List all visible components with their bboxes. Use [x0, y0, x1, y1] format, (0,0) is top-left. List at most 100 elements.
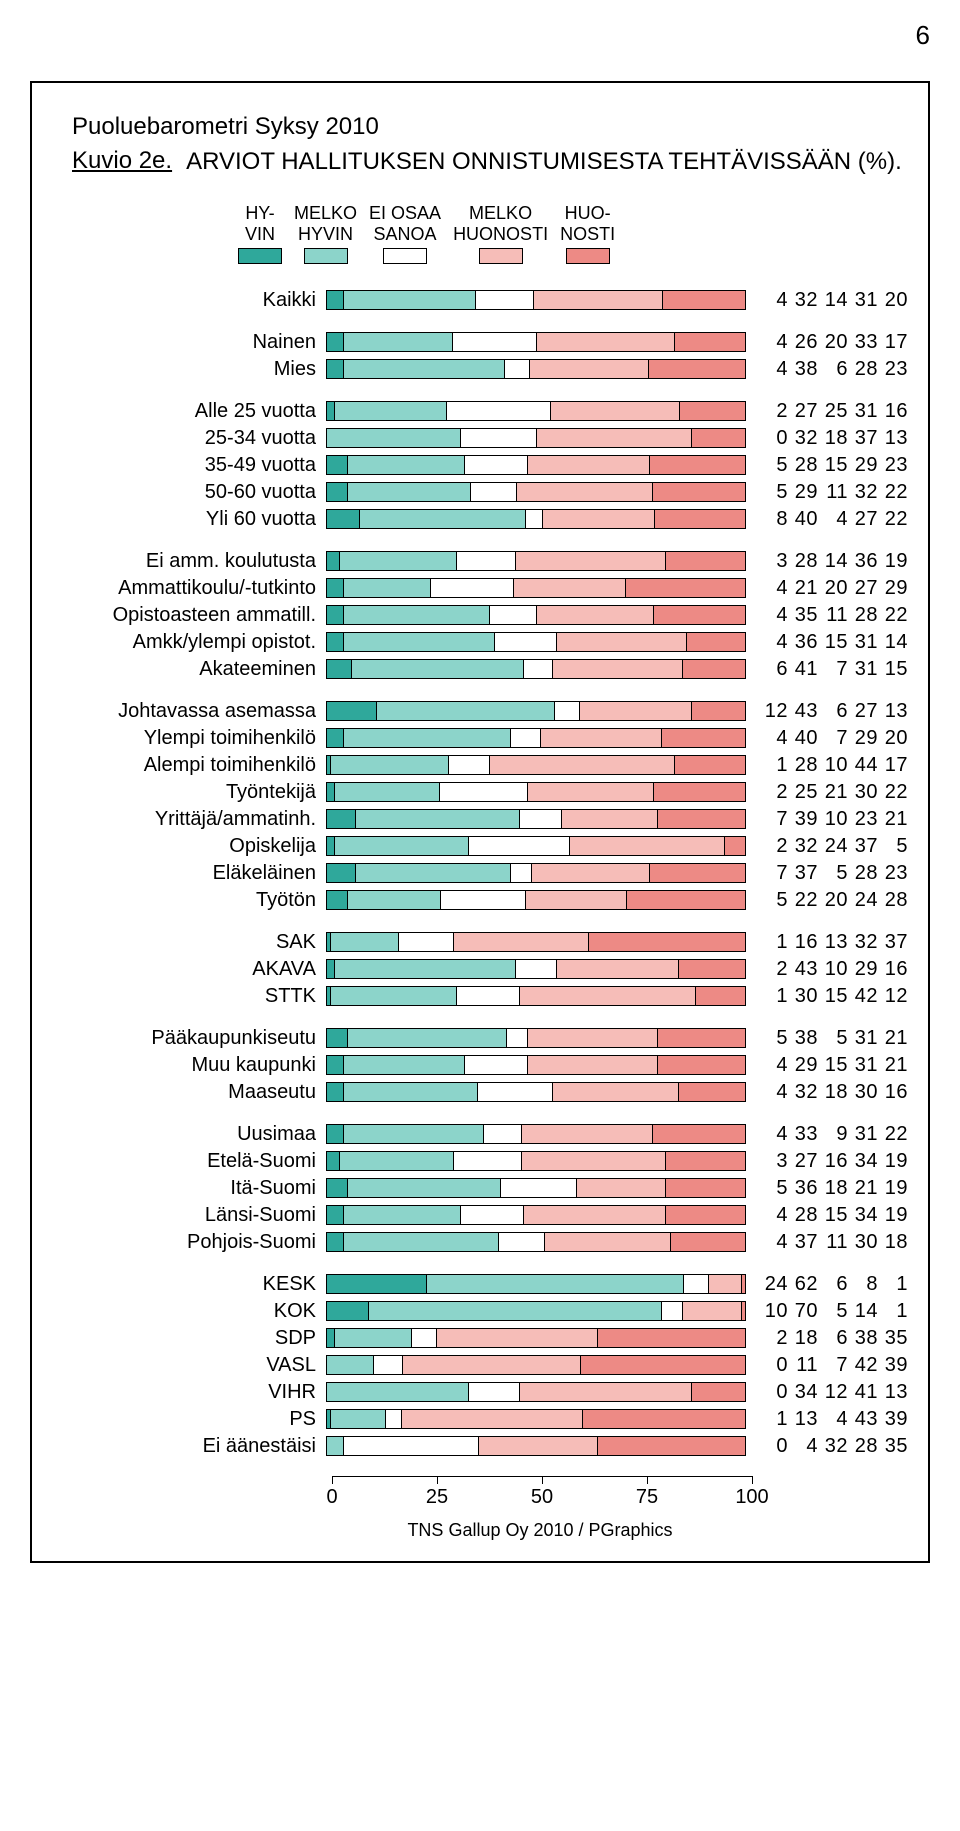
bar-track [326, 863, 746, 883]
bar-segment [597, 1437, 745, 1455]
bar-segment [334, 783, 439, 801]
data-row: Länsi-Suomi428153419 [72, 1203, 908, 1227]
row-label: Muu kaupunki [72, 1054, 326, 1077]
row-values: 44072920 [746, 727, 908, 750]
row-label: Johtavassa asemassa [72, 700, 326, 723]
bar-segment [326, 810, 355, 828]
row-group: Pääkaupunkiseutu53853121Muu kaupunki4291… [72, 1026, 908, 1104]
bar-segment [552, 1083, 678, 1101]
bar-segment [550, 402, 679, 420]
row-values: 739102321 [746, 808, 908, 831]
stacked-bar-chart: Kaikki432143120Nainen426203317Mies438628… [72, 288, 908, 1458]
legend-item: MELKOHYVIN [294, 203, 357, 264]
bar-track [326, 1301, 746, 1321]
axis-tick [647, 1476, 648, 1484]
bar-segment [453, 1152, 521, 1170]
row-values: 23224375 [746, 835, 908, 858]
bar-segment [665, 1179, 745, 1197]
bar-segment [326, 510, 359, 528]
bar-segment [343, 333, 452, 351]
row-values: 426203317 [746, 331, 908, 354]
bar-segment [521, 1125, 652, 1143]
bar-track [326, 1151, 746, 1171]
data-row: Työntekijä225213022 [72, 780, 908, 804]
x-axis: 0255075100 [332, 1476, 752, 1516]
bar-track [326, 632, 746, 652]
data-row: STTK130154212 [72, 984, 908, 1008]
bar-segment [343, 360, 504, 378]
row-values: 435112822 [746, 604, 908, 627]
bar-segment [519, 987, 695, 1005]
bar-segment [464, 456, 527, 474]
data-row: Akateeminen64173115 [72, 657, 908, 681]
data-row: Kaikki432143120 [72, 288, 908, 312]
row-values: 64173115 [746, 658, 908, 681]
legend-item: MELKOHUONOSTI [453, 203, 548, 264]
bar-segment [679, 402, 745, 420]
row-values: 11344339 [746, 1408, 908, 1431]
row-values: 432183016 [746, 1081, 908, 1104]
bar-segment [326, 291, 343, 309]
bar-segment [326, 606, 343, 624]
bar-segment [326, 864, 355, 882]
data-row: KOK10705141 [72, 1299, 908, 1323]
bar-segment [540, 729, 662, 747]
bar-segment [326, 1029, 347, 1047]
row-label: 50-60 vuotta [72, 481, 326, 504]
row-label: Itä-Suomi [72, 1177, 326, 1200]
bar-track [326, 932, 746, 952]
row-label: Uusimaa [72, 1123, 326, 1146]
row-group: Kaikki432143120 [72, 288, 908, 312]
bar-segment [326, 891, 347, 909]
bar-segment [516, 483, 651, 501]
bar-segment [343, 1083, 477, 1101]
row-label: Etelä-Suomi [72, 1150, 326, 1173]
bar-segment [355, 810, 518, 828]
bar-track [326, 1409, 746, 1429]
data-row: Ylempi toimihenkilö44072920 [72, 726, 908, 750]
bar-track [326, 836, 746, 856]
legend-swatch [304, 248, 348, 264]
chart-footer: TNS Gallup Oy 2010 / PGraphics [172, 1520, 908, 1541]
bar-segment [500, 1179, 576, 1197]
row-label: Amkk/ylempi opistot. [72, 631, 326, 654]
bar-segment [527, 1029, 657, 1047]
axis-tick-label: 50 [531, 1486, 553, 1509]
bar-segment [510, 864, 531, 882]
axis-tick-label: 100 [735, 1486, 768, 1509]
row-label: Yrittäjä/ammatinh. [72, 808, 326, 831]
bar-track [326, 659, 746, 679]
data-row: Johtavassa asemassa 124362713 [72, 699, 908, 723]
row-label: SAK [72, 931, 326, 954]
bar-segment [330, 987, 456, 1005]
bar-segment [330, 756, 447, 774]
bar-segment [691, 429, 745, 447]
row-values: 124362713 [746, 700, 908, 723]
bar-segment [708, 1275, 741, 1293]
bar-segment [326, 333, 343, 351]
bar-track [326, 1382, 746, 1402]
bar-segment [326, 1206, 343, 1224]
row-label: Työtön [72, 889, 326, 912]
bar-segment [670, 1233, 745, 1251]
axis-tick-label: 0 [326, 1486, 337, 1509]
bar-segment [536, 429, 691, 447]
bar-segment [552, 660, 682, 678]
data-row: Muu kaupunki429153121 [72, 1053, 908, 1077]
bar-track [326, 359, 746, 379]
row-label: Yli 60 vuotta [72, 508, 326, 531]
bar-segment [506, 1029, 527, 1047]
bar-segment [402, 1356, 580, 1374]
bar-segment [376, 702, 554, 720]
row-values: 034124113 [746, 1381, 908, 1404]
row-label: Nainen [72, 331, 326, 354]
bar-segment [657, 810, 745, 828]
bar-segment [648, 360, 745, 378]
bar-track [326, 728, 746, 748]
bar-segment [521, 1152, 665, 1170]
bar-segment [691, 1383, 745, 1401]
bar-segment [326, 633, 343, 651]
bar-track [326, 782, 746, 802]
bar-segment [515, 552, 666, 570]
chart-title: ARVIOT HALLITUKSEN ONNISTUMISESTA TEHTÄV… [186, 147, 902, 177]
